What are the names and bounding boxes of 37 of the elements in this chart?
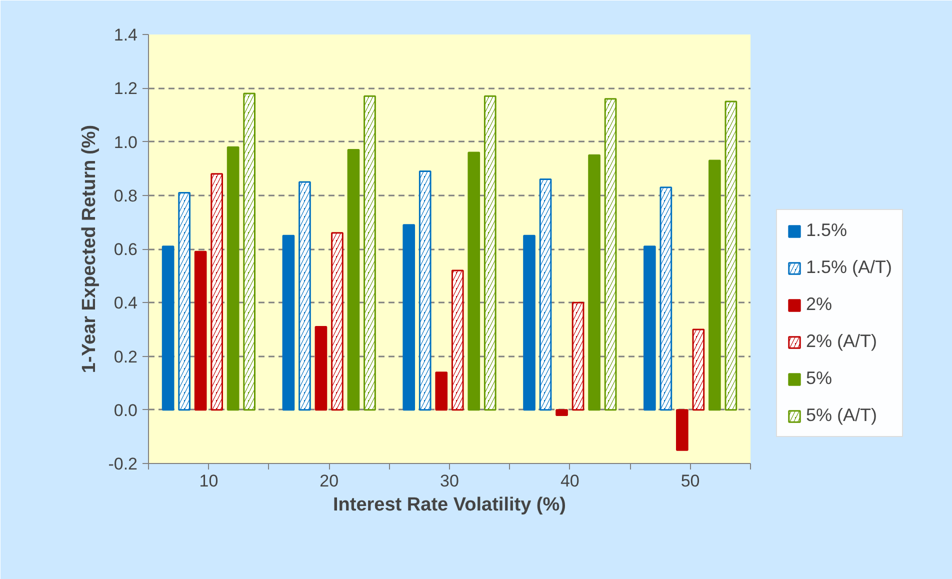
bar — [226, 146, 240, 411]
bar — [194, 250, 207, 411]
y-tick-label: 0.8 — [114, 186, 138, 206]
y-tick-label: 0.2 — [114, 347, 138, 366]
x-tick-label: 50 — [680, 472, 700, 490]
bar — [643, 246, 656, 411]
y-tick-label: 0.6 — [114, 240, 138, 259]
legend-label: 5% — [806, 368, 832, 389]
y-tick-label: 1.0 — [114, 132, 138, 152]
legend-label: 2% — [806, 294, 832, 315]
y-tick-label: 0.0 — [114, 400, 138, 420]
x-axis-title: Interest Rate Volatility (%) — [333, 494, 566, 516]
legend-label: 1.5% (A/T) — [806, 257, 892, 278]
legend-label: 1.5% — [806, 220, 848, 241]
bar — [347, 149, 360, 411]
bar — [523, 234, 536, 411]
bar — [282, 234, 295, 411]
y-tick-label: 1.4 — [114, 26, 138, 44]
y-tick-label: -0.2 — [108, 454, 138, 474]
x-tick-label: 30 — [440, 472, 459, 490]
bar — [588, 154, 600, 411]
bar — [708, 160, 721, 411]
legend-label: 5% (A/T) — [806, 405, 878, 426]
x-tick-label: 40 — [560, 472, 580, 490]
bar — [402, 224, 416, 411]
y-tick-label: 1.2 — [114, 79, 138, 98]
y-tick-label: 0.4 — [114, 294, 138, 313]
x-tick-label: 10 — [199, 472, 218, 490]
y-axis-title: 1-Year Expected Return (%) — [79, 124, 100, 374]
bar — [435, 372, 448, 411]
legend-label: 2% (A/T) — [806, 331, 878, 352]
x-tick-label: 20 — [320, 472, 339, 490]
bar — [468, 152, 480, 411]
bar — [556, 409, 568, 416]
bar — [676, 409, 688, 451]
bar — [314, 326, 328, 411]
bar — [162, 246, 174, 411]
